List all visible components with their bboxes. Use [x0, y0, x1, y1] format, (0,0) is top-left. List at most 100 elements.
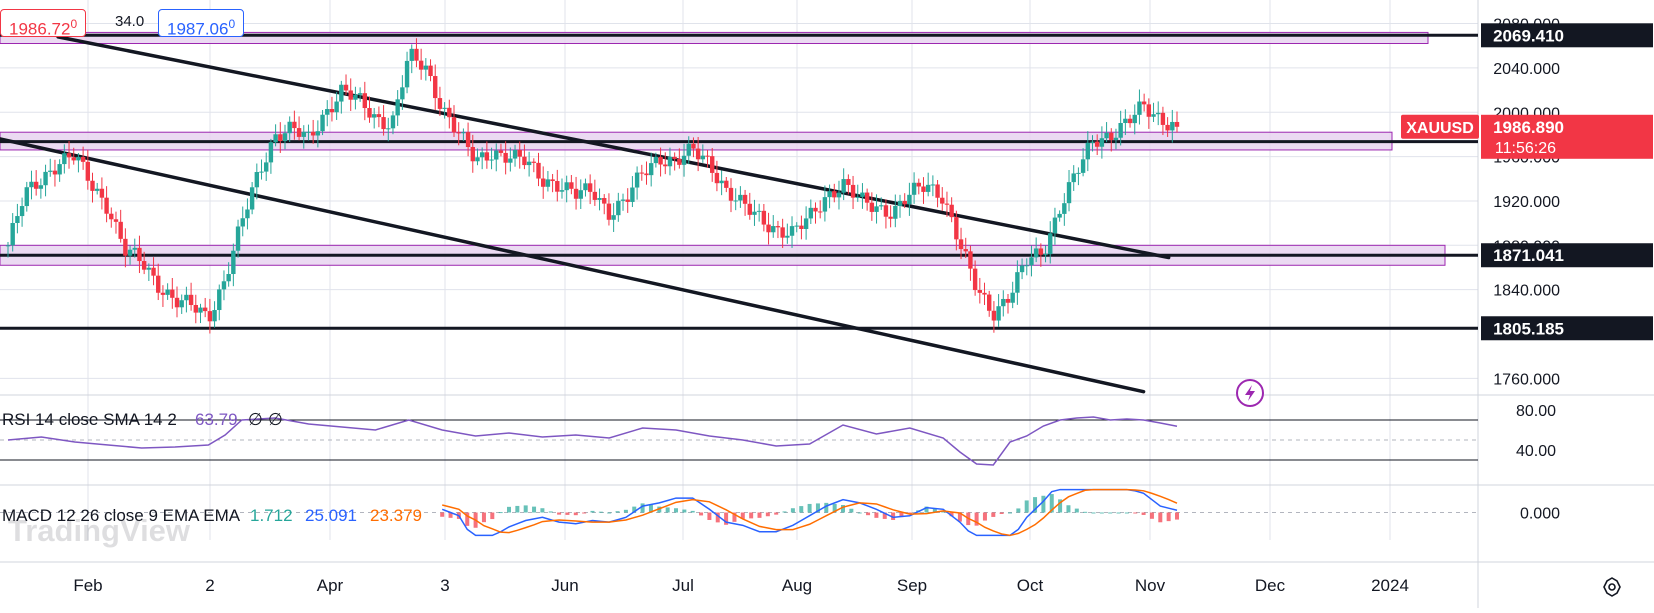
macd-histogram-bar — [565, 512, 570, 515]
level-flag-label: 2069.410 — [1493, 26, 1564, 45]
candle-body — [433, 76, 438, 99]
candle-body — [1076, 172, 1081, 174]
time-tick-label: Feb — [73, 576, 102, 595]
macd-histogram-bar — [1108, 512, 1113, 514]
candle-body — [756, 210, 762, 212]
candle-body — [794, 225, 799, 227]
ask-price: 1987.06 — [167, 19, 229, 39]
macd-histogram-bar — [841, 505, 845, 513]
candle-body — [1141, 101, 1147, 105]
candle-body — [738, 194, 743, 201]
macd-histogram-bar — [532, 506, 537, 513]
candle-body — [639, 172, 644, 174]
signal-value: 23.379 — [370, 506, 422, 525]
candle-body — [202, 307, 208, 312]
candle-body — [381, 117, 386, 130]
candle-body — [240, 218, 245, 227]
macd-histogram-bar — [866, 512, 871, 516]
candle-body — [653, 156, 659, 164]
bid-price: 1986.72 — [9, 19, 71, 39]
candle-body — [371, 114, 377, 118]
candle-body — [362, 93, 368, 109]
candle-body — [724, 180, 729, 188]
candle-body — [343, 84, 349, 91]
candle-body — [264, 162, 269, 172]
candle-body — [437, 98, 443, 109]
price-tick-label: 2040.000 — [1493, 61, 1560, 78]
candle-body — [254, 172, 260, 188]
candle-body — [1099, 138, 1105, 147]
candle-body — [1156, 112, 1161, 115]
macd-histogram-bar — [507, 506, 511, 513]
macd-histogram-bar — [1074, 508, 1079, 513]
candle-body — [817, 211, 823, 213]
macd-histogram-bar — [1175, 512, 1179, 520]
candle-body — [681, 155, 687, 165]
candle-body — [803, 218, 809, 229]
candle-body — [132, 247, 137, 250]
candle-body — [1094, 141, 1100, 147]
chart-settings-button[interactable] — [1597, 572, 1627, 602]
macd-histogram-bar — [623, 509, 628, 513]
candle-body — [1132, 114, 1137, 124]
price-tick-label: 1840.000 — [1493, 283, 1560, 300]
candle-body — [907, 194, 912, 205]
candle-body — [752, 211, 757, 215]
candle-body — [156, 275, 161, 293]
candle-body — [494, 150, 499, 160]
candle-body — [925, 184, 931, 192]
time-tick-label: 2 — [205, 576, 214, 595]
candle-body — [541, 178, 546, 187]
candle-body — [991, 310, 997, 321]
candle-body — [259, 171, 264, 173]
candle-body — [592, 191, 598, 200]
candle-body — [282, 133, 288, 142]
candle-body — [33, 181, 39, 189]
candle-body — [827, 191, 832, 198]
candle-body — [193, 305, 198, 313]
macd-histogram-bar — [440, 512, 445, 517]
candle-body — [80, 156, 86, 162]
macd-histogram-bar — [749, 512, 754, 519]
candle-body — [320, 114, 325, 132]
macd-histogram-bar — [640, 503, 645, 513]
candle-body — [395, 99, 400, 116]
candle-body — [456, 132, 461, 134]
price-candles — [5, 38, 1180, 334]
candle-body — [1001, 298, 1006, 307]
candle-body — [869, 202, 875, 212]
candle-body — [611, 215, 616, 220]
candle-body — [902, 200, 907, 205]
macd-histogram-bar — [540, 508, 545, 513]
ask-price-pipette: 0 — [228, 17, 236, 31]
signal-line — [442, 488, 1178, 537]
macd-histogram-bar — [891, 512, 896, 520]
macd-histogram-bar — [498, 512, 503, 514]
macd-histogram-bar — [607, 512, 612, 514]
candle-body — [1048, 233, 1053, 255]
candle-body — [1080, 159, 1086, 173]
macd-histogram-bar — [874, 512, 879, 518]
macd-histogram-bar — [957, 512, 962, 522]
macd-histogram-bar — [690, 510, 695, 513]
candle-body — [996, 306, 1001, 321]
candle-body — [897, 200, 903, 206]
candle-body — [841, 179, 846, 193]
bid-price-box[interactable]: 1986.720 — [0, 9, 87, 39]
lightning-icon[interactable] — [1236, 379, 1264, 407]
candle-body — [1174, 121, 1180, 127]
macd-histogram-bar — [857, 512, 862, 514]
macd-histogram-bar — [1166, 512, 1171, 522]
ask-price-box[interactable]: 1987.060 — [158, 9, 245, 39]
level-flag-bg — [1481, 243, 1653, 268]
candle-body — [587, 183, 593, 192]
candle-body — [982, 292, 987, 295]
candle-body — [1085, 142, 1090, 160]
macd-histogram-bar — [448, 512, 453, 518]
macd-histogram-bar — [707, 512, 712, 520]
candle-body — [1019, 265, 1025, 273]
candle-body — [170, 289, 175, 298]
candle-body — [691, 143, 696, 149]
